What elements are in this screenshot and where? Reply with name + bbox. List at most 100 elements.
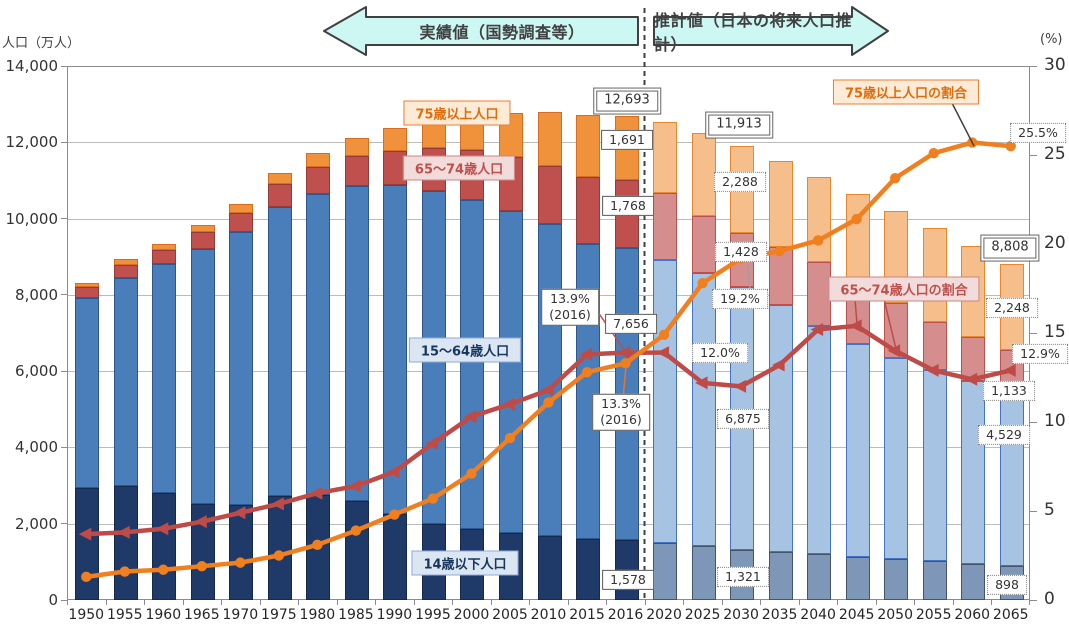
x-axis-year-label: 2015 [569, 607, 605, 623]
value-annotation: 6,875 [717, 408, 769, 430]
value-annotation: 12.0% [692, 342, 748, 364]
value-annotation: 8,808 [983, 237, 1037, 259]
value-annotation: 1,691 [601, 129, 653, 151]
y-axis-label-left: 4,000 [15, 438, 58, 457]
x-axis-tick [837, 600, 839, 605]
value-annotation: 1,428 [715, 241, 767, 263]
x-axis-tick [490, 600, 492, 605]
left-axis-tick [61, 218, 67, 220]
x-axis-tick [144, 600, 146, 605]
x-axis-tick [452, 600, 454, 605]
right-axis-tick [1030, 421, 1037, 423]
value-annotation: 12,693 [596, 90, 658, 112]
x-axis-tick [683, 600, 685, 605]
value-annotation: 13.3% (2016) [592, 393, 650, 431]
x-axis-year-label: 2045 [838, 607, 875, 623]
x-axis-year-label: 2060 [954, 607, 991, 623]
y-axis-label-left: 0 [48, 591, 58, 609]
right-axis-tick [1030, 65, 1037, 67]
value-annotation: 12.9% [1012, 343, 1068, 365]
left-axis-tick [61, 294, 67, 296]
series-legend-label: 75歳以上人口 [403, 100, 511, 126]
value-annotation: 1,133 [983, 380, 1035, 402]
left-axis-title: 人口（万人） [2, 36, 81, 51]
left-arrow-shape [323, 6, 639, 56]
x-axis-tick [413, 600, 415, 605]
x-axis-year-label: 2030 [723, 607, 759, 623]
series-legend-label: 14歳以下人口 [411, 550, 519, 576]
left-axis-tick [61, 65, 67, 67]
x-axis-year-label: 1970 [222, 607, 259, 623]
actual-period-label: 実績値（国勢調査等） [419, 23, 585, 42]
value-annotation: 25.5% [1010, 122, 1066, 144]
x-axis-year-label: 1980 [299, 607, 336, 623]
value-annotation: 1,578 [602, 569, 654, 591]
left-axis-tick [61, 523, 67, 525]
x-axis-tick [298, 600, 300, 605]
x-axis-year-label: 2020 [646, 607, 682, 623]
x-axis-year-label: 2016 [607, 607, 644, 623]
y-axis-label-left: 12,000 [5, 133, 59, 152]
x-axis-year-label: 2035 [761, 607, 798, 623]
x-axis-tick [567, 600, 569, 605]
value-annotation: 2,288 [714, 171, 766, 193]
y-axis-label-left: 10,000 [5, 209, 59, 228]
left-axis-tick [61, 141, 67, 143]
x-axis-year-label: 2040 [800, 607, 836, 623]
y-axis-label-right: 30 [1044, 55, 1066, 75]
value-annotation: 7,656 [605, 313, 657, 335]
value-annotation: 4,529 [978, 424, 1030, 446]
x-axis-tick [221, 600, 223, 605]
x-axis-year-label: 1950 [68, 607, 105, 623]
x-axis-tick [375, 600, 377, 605]
x-axis-year-label: 1985 [338, 607, 374, 623]
value-annotation: 2,248 [986, 297, 1038, 319]
x-axis-year-label: 2055 [915, 607, 952, 623]
right-axis-tick [1030, 154, 1037, 156]
x-axis-year-label: 1995 [415, 607, 451, 623]
value-annotation: 1,321 [717, 566, 769, 588]
right-axis-title: (%) [1040, 32, 1063, 47]
series-legend-label: 15〜64歳人口 [408, 337, 522, 363]
x-axis-tick [336, 600, 338, 605]
x-axis-tick [644, 600, 646, 605]
value-annotation: 13.9% (2016) [541, 288, 599, 326]
x-axis-year-label: 1960 [145, 607, 182, 623]
x-axis-year-label: 2050 [877, 607, 913, 623]
x-axis-year-label: 1975 [261, 607, 297, 623]
projection-period-arrow: 推計値（日本の将来人口推計） [652, 4, 890, 58]
right-arrow-shape [653, 6, 889, 56]
y-axis-label-left: 14,000 [5, 57, 59, 75]
x-axis-tick [914, 600, 916, 605]
right-axis-tick [1030, 332, 1037, 334]
x-axis-tick [105, 600, 107, 605]
x-axis-tick [259, 600, 261, 605]
y-axis-label-left: 6,000 [15, 362, 58, 381]
y-axis-label-right: 5 [1044, 500, 1055, 520]
actual-period-arrow: 実績値（国勢調査等） [322, 4, 640, 58]
x-axis-year-label: 1955 [106, 607, 143, 623]
value-annotation: 19.2% [712, 288, 768, 310]
x-axis-tick [952, 600, 954, 605]
x-axis-year-label: 2065 [992, 607, 1029, 623]
y-axis-label-right: 20 [1044, 233, 1066, 253]
x-axis-tick [182, 600, 184, 605]
right-axis-tick [1030, 510, 1037, 512]
x-axis-tick [1029, 600, 1030, 605]
left-axis-tick [61, 446, 67, 448]
series-legend-label: 75歳以上人口の割合 [832, 79, 980, 105]
x-axis-tick [798, 600, 800, 605]
x-axis-year-label: 1965 [183, 607, 220, 623]
x-axis-tick [760, 600, 762, 605]
x-axis-year-label: 2010 [530, 607, 567, 623]
y-axis-label-left: 8,000 [15, 285, 58, 304]
left-axis-tick [61, 599, 67, 601]
x-axis-year-label: 2005 [492, 607, 528, 623]
left-axis-tick [61, 370, 67, 372]
x-axis-tick [721, 600, 723, 605]
x-axis-tick [991, 600, 993, 605]
x-axis-year-label: 2000 [453, 607, 490, 623]
x-axis-tick [67, 600, 68, 605]
y-axis-label-right: 0 [1044, 589, 1055, 609]
